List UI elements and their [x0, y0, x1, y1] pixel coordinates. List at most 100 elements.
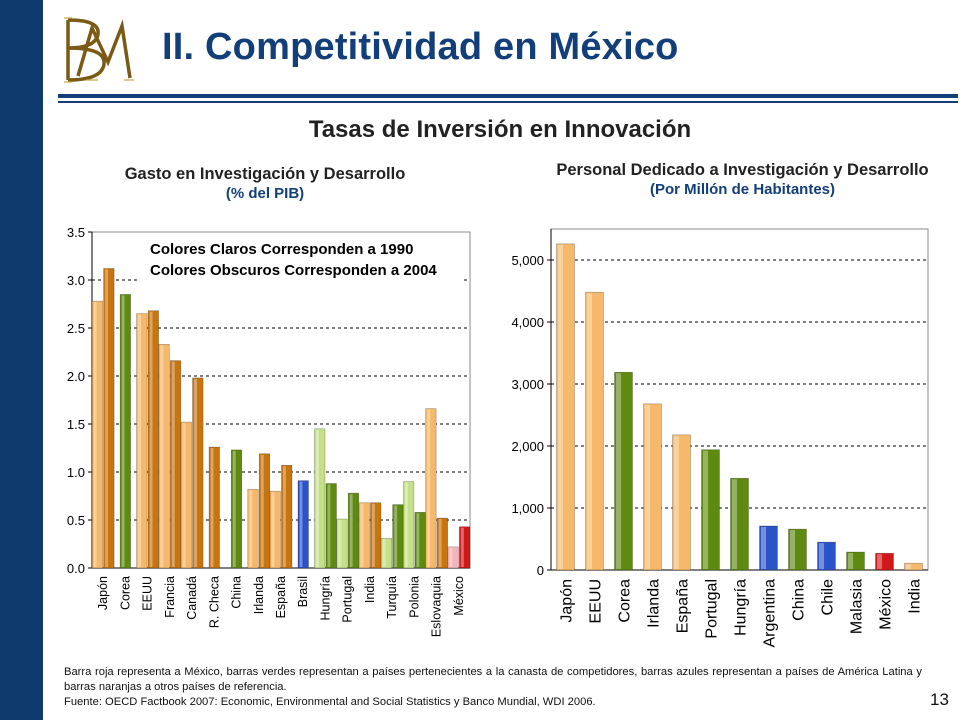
left-chart-bar-1990 [269, 490, 281, 569]
left-chart-bar-1990 [380, 537, 392, 569]
left-chart-bar-2004 [347, 492, 360, 569]
right-chart-x-tick-label: Portugal [704, 579, 721, 639]
page-title: II. Competitividad en México [162, 26, 679, 68]
right-chart-bar [904, 562, 923, 571]
left-chart-y-tick-label: 2.0 [67, 369, 85, 384]
left-chart-x-tick-label: Francia [163, 576, 177, 618]
left-chart-y-tick-label: 0.5 [67, 513, 85, 528]
footnote: Barra roja representa a México, barras v… [64, 665, 922, 710]
left-chart-bar-2004 [297, 480, 309, 569]
left-chart-y-tick-label: 1.0 [67, 465, 85, 480]
bm-logo-icon [64, 17, 134, 83]
left-chart-bar-1990 [158, 344, 170, 569]
title-rule-thin [58, 101, 958, 103]
left-chart-x-tick-label: Canadá [185, 576, 199, 620]
left-sidebar-band [0, 0, 43, 720]
right-chart-x-tick-label: Japón [559, 579, 576, 623]
right-chart-bar [875, 552, 894, 571]
left-chart-bar-1990 [314, 428, 326, 569]
left-chart-annotation-line: Colores Claros Corresponden a 1990 [150, 241, 413, 258]
left-chart-bar-2004 [230, 449, 243, 569]
left-chart-bar-2004 [281, 464, 293, 569]
left-chart-x-tick-label: India [363, 576, 377, 603]
left-chart-bar-2004 [414, 512, 426, 569]
right-chart-y-tick-label: 4,000 [511, 315, 544, 330]
left-chart-title-text: Gasto en Investigación y Desarrollo [124, 165, 406, 183]
left-chart-y-tick-label: 3.0 [67, 273, 85, 288]
left-chart-bar-2004 [103, 268, 115, 569]
left-chart-bar-2004 [208, 446, 220, 569]
right-chart-title: Personal Dedicado a Investigación y Desa… [540, 160, 945, 200]
right-chart-x-tick-label: China [791, 579, 808, 621]
left-chart-x-tick-label: Portugal [341, 576, 355, 623]
left-chart-x-tick-label: Brasil [296, 576, 310, 607]
footnote-legend-text: Barra roja representa a México, barras v… [64, 666, 922, 693]
left-chart-annotation-box [140, 236, 462, 282]
footnote-source-text: Fuente: OECD Factbook 2007: Economic, En… [64, 696, 596, 708]
left-chart-x-tick-label: Polonia [407, 576, 421, 618]
left-chart-unit: (% del PIB) [225, 185, 305, 202]
right-chart-y-tick-label: 5,000 [511, 253, 544, 268]
right-chart-y-tick-label: 2,000 [511, 439, 544, 454]
right-chart-bar [701, 449, 720, 571]
right-chart-bar [788, 528, 807, 571]
left-chart-bar-2004 [370, 502, 382, 569]
left-chart-bar-2004 [119, 294, 131, 569]
right-chart-y-tick-label: 1,000 [511, 501, 544, 516]
right-chart-x-tick-label: Malasia [849, 579, 866, 634]
left-chart-bar-1990 [91, 300, 103, 569]
right-chart-x-tick-label: Corea [617, 579, 634, 623]
page-number: 13 [930, 690, 949, 709]
left-chart-bar-2004 [436, 517, 448, 569]
left-chart-x-tick-label: Irlanda [252, 576, 266, 614]
left-chart-x-tick-label: China [230, 576, 244, 609]
right-chart-x-tick-label: Chile [820, 579, 837, 616]
title-rule-thick [58, 94, 958, 98]
left-chart-bar-2004 [325, 483, 337, 569]
right-chart-bar [556, 243, 575, 571]
left-chart-x-tick-label: Japón [96, 576, 110, 610]
left-chart-bar-1990 [247, 488, 259, 569]
right-chart-bar [585, 291, 604, 571]
right-chart-bar [817, 541, 836, 571]
left-chart-bar-2004 [192, 377, 204, 569]
left-chart-bar-2004 [459, 526, 471, 569]
left-chart-y-tick-label: 0.0 [67, 561, 85, 576]
section-subtitle: Tasas de Inversión en Innovación [308, 116, 692, 143]
left-chart-bar-1990 [180, 421, 192, 569]
right-chart-bar [846, 551, 865, 571]
left-chart-x-tick-label: Corea [118, 576, 132, 610]
left-chart-bar-1990 [425, 408, 437, 569]
right-chart-x-tick-label: Hungría [733, 579, 750, 636]
left-chart-x-tick-label: México [452, 576, 466, 616]
left-chart-x-tick-label: Hungría [318, 576, 332, 621]
right-chart-bar [614, 371, 633, 571]
right-chart-y-tick-label: 3,000 [511, 377, 544, 392]
left-chart-bar-2004 [392, 504, 404, 569]
left-chart-bar-2004 [170, 360, 182, 569]
left-chart-x-tick-label: Turquía [385, 576, 399, 619]
left-chart-bar-1990 [336, 518, 348, 569]
left-chart-bar-2004 [147, 310, 159, 569]
left-chart-y-tick-label: 1.5 [67, 417, 85, 432]
left-chart-y-tick-label: 2.5 [67, 321, 85, 336]
right-chart-bar [643, 403, 662, 571]
left-chart-x-tick-label: España [274, 576, 288, 618]
left-chart-bar-1990 [358, 502, 370, 569]
left-chart-x-tick-label: R. Checa [207, 576, 221, 628]
right-chart-x-tick-label: EEUU [588, 579, 605, 623]
left-chart-y-tick-label: 3.5 [67, 225, 85, 240]
right-chart-x-tick-label: Irlanda [646, 579, 663, 628]
left-chart-title: Gasto en Investigación y Desarrollo (% d… [70, 164, 460, 204]
left-chart-bar-1990 [136, 313, 148, 569]
left-chart-annotation-line: Colores Obscuros Corresponden a 2004 [150, 262, 437, 279]
right-chart-x-tick-label: México [878, 579, 895, 630]
right-chart-unit: (Por Millón de Habitantes) [649, 181, 835, 198]
left-chart-x-tick-label: Eslovaquia [430, 576, 444, 637]
left-chart-bar-2004 [258, 453, 271, 569]
left-chart-bar-1990 [403, 481, 415, 569]
right-chart-x-tick-label: India [907, 579, 924, 614]
right-chart-title-text: Personal Dedicado a Investigación y Desa… [556, 161, 929, 179]
right-chart-bar [759, 525, 778, 571]
